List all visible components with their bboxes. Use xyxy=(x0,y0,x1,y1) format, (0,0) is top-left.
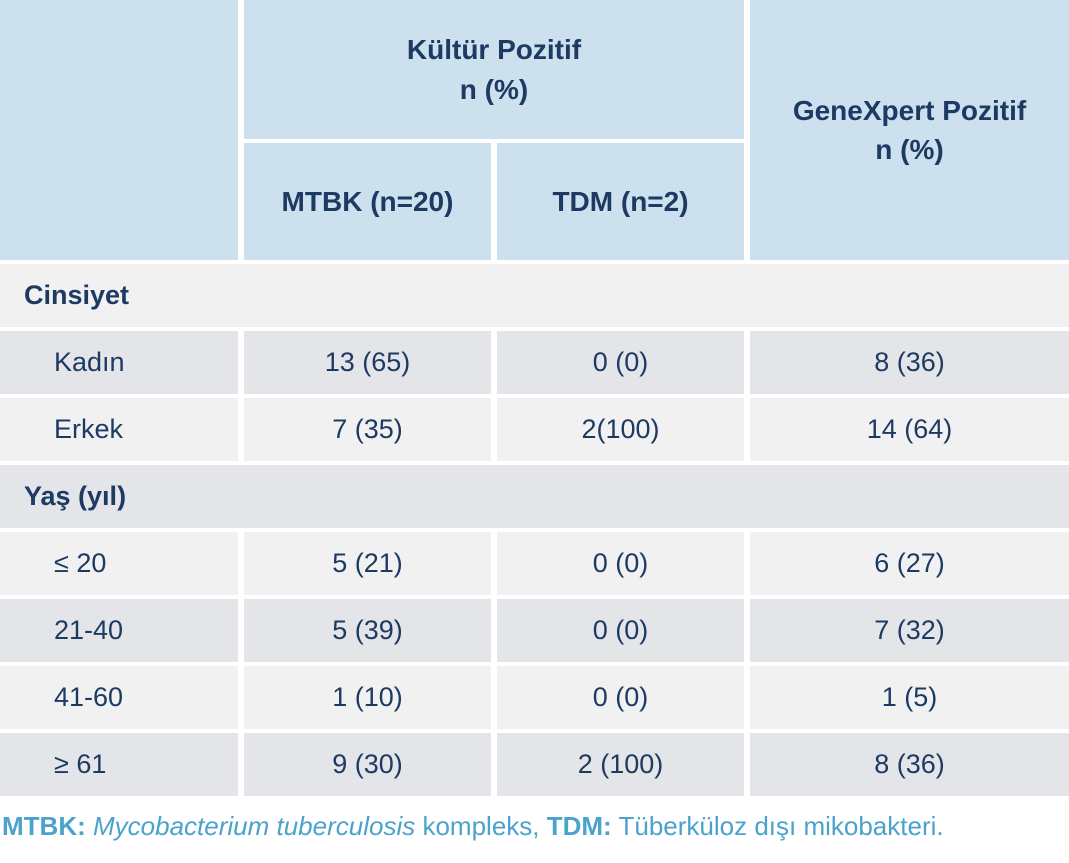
header-col-tdm-label: TDM (n=2) xyxy=(552,185,689,217)
data-cell: 5 (21) xyxy=(244,532,491,595)
row-label: Erkek xyxy=(0,398,238,461)
header-culture-sub: n (%) xyxy=(459,73,529,105)
footnote-part: TDM: xyxy=(546,811,612,841)
data-cell: 1 (10) xyxy=(244,666,491,729)
row-label-text: Kadın xyxy=(54,347,125,377)
row-label-text: 21-40 xyxy=(54,615,124,645)
row-label-text: Erkek xyxy=(54,414,124,444)
footnote-part: kompleks, xyxy=(415,811,547,841)
footnote-part: MTBK: xyxy=(2,811,86,841)
data-cell: 0 (0) xyxy=(497,532,744,595)
footnote-part: Tüberküloz dışı mikobakteri. xyxy=(611,811,944,841)
data-cell: 0 (0) xyxy=(497,666,744,729)
header-genexpert-title: GeneXpert Pozitif xyxy=(792,94,1027,126)
data-cell: 6 (27) xyxy=(750,532,1069,595)
row-label-text: 41-60 xyxy=(54,682,124,712)
footnote-part: Mycobacterium tuberculosis xyxy=(85,811,416,841)
header-culture-title: Kültür Pozitif xyxy=(406,34,582,66)
data-cell: 14 (64) xyxy=(750,398,1069,461)
row-label-text: ≤ 20 xyxy=(54,548,107,578)
section-row: Yaş (yıl) xyxy=(0,465,1069,528)
data-cell: 8 (36) xyxy=(750,331,1069,394)
data-cell: 0 (0) xyxy=(497,331,744,394)
row-label: 41-60 xyxy=(0,666,238,729)
data-cell: 7 (35) xyxy=(244,398,491,461)
data-cell: 1 (5) xyxy=(750,666,1069,729)
section-label: Cinsiyet xyxy=(24,280,130,310)
data-cell: 5 (39) xyxy=(244,599,491,662)
row-label-text: ≥ 61 xyxy=(54,749,107,779)
header-col-mtbk-label: MTBK (n=20) xyxy=(281,185,454,217)
header-genexpert-positive: GeneXpert Pozitif n (%) xyxy=(750,0,1069,260)
header-col-tdm: TDM (n=2) xyxy=(497,143,744,260)
summary-table: Kültür Pozitif n (%) GeneXpert Pozitif n… xyxy=(0,0,1069,796)
data-cell: 2(100) xyxy=(497,398,744,461)
section-row: Cinsiyet xyxy=(0,264,1069,327)
row-label: Kadın xyxy=(0,331,238,394)
section-label: Yaş (yıl) xyxy=(24,481,127,511)
row-label: ≥ 61 xyxy=(0,733,238,796)
data-cell: 0 (0) xyxy=(497,599,744,662)
header-col-mtbk: MTBK (n=20) xyxy=(244,143,491,260)
header-empty-cell xyxy=(0,0,238,260)
data-cell: 9 (30) xyxy=(244,733,491,796)
data-cell: 13 (65) xyxy=(244,331,491,394)
data-cell: 7 (32) xyxy=(750,599,1069,662)
row-label: ≤ 20 xyxy=(0,532,238,595)
data-cell: 8 (36) xyxy=(750,733,1069,796)
table-footnote: MTBK: Mycobacterium tuberculosis komplek… xyxy=(0,810,1069,844)
header-genexpert-sub: n (%) xyxy=(875,134,944,165)
row-label: 21-40 xyxy=(0,599,238,662)
data-cell: 2 (100) xyxy=(497,733,744,796)
header-culture-positive: Kültür Pozitif n (%) xyxy=(244,0,744,139)
